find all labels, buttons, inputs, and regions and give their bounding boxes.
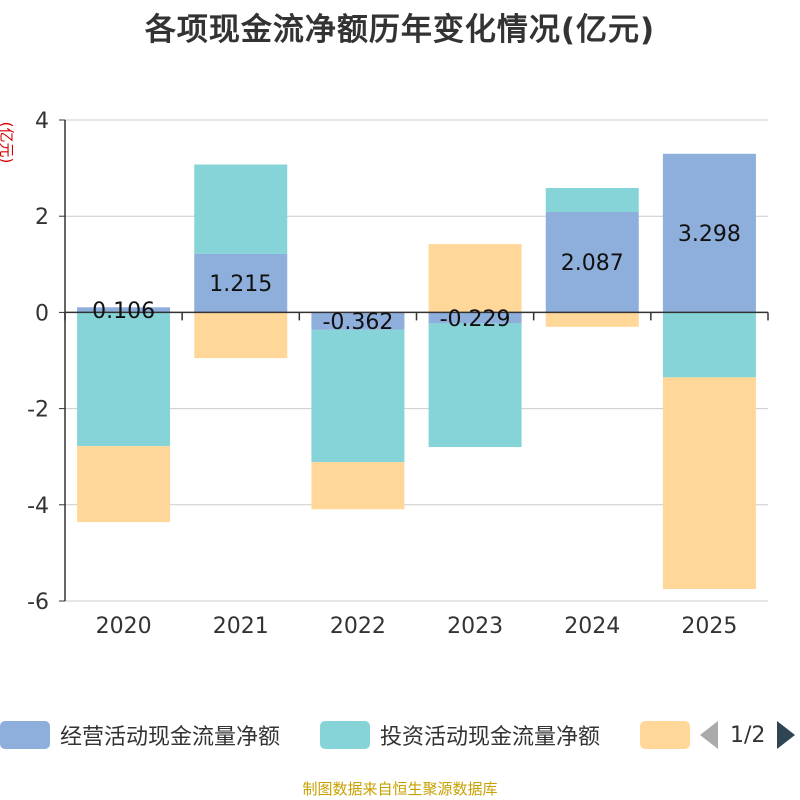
- bar-2022-series-2: [311, 462, 405, 510]
- bar-2025-series-1: [662, 312, 756, 378]
- bar-chart: 4 2 0 -2 -4 -6 2020 2021 2022 2023 2024 2025 0.106 1.…: [27, 109, 769, 639]
- bar-2021-series-0: [194, 253, 288, 313]
- legend-label-investing: 投资活动现金流量净额: [380, 725, 601, 750]
- y-tick-label: 2: [35, 205, 49, 230]
- data-label-2022: -0.362: [322, 310, 393, 335]
- bar-2022-series-0: [311, 312, 405, 330]
- data-label-2024: 2.087: [561, 251, 624, 276]
- legend-swatch-operating: [0, 721, 50, 749]
- bar-2025-series-2: [662, 377, 756, 589]
- legend-item-financing[interactable]: [640, 715, 700, 755]
- bar-2021-series-1: [194, 164, 288, 254]
- legend: 经营活动现金流量净额 投资活动现金流量净额 1/2: [0, 715, 800, 755]
- y-tick-label: 0: [35, 301, 49, 326]
- legend-next-page-icon[interactable]: [777, 721, 796, 749]
- bar-2024-series-2: [545, 312, 639, 327]
- x-tick-label: 2024: [564, 614, 620, 639]
- legend-page-indicator: 1/2: [730, 722, 766, 748]
- data-label-2023: -0.229: [440, 307, 511, 332]
- x-tick-label: 2021: [213, 614, 269, 639]
- data-source-note: 制图数据来自恒生聚源数据库: [302, 780, 498, 798]
- y-tick-label: -6: [27, 590, 49, 615]
- legend-swatch-investing: [320, 721, 370, 749]
- bar-2022-series-1: [311, 329, 405, 463]
- x-tick-label: 2020: [96, 614, 152, 639]
- x-tick-label: 2025: [681, 614, 737, 639]
- legend-item-investing[interactable]: 投资活动现金流量净额: [320, 715, 600, 755]
- chart-title: 各项现金流净额历年变化情况(亿元): [144, 12, 656, 48]
- y-tick-label: 4: [35, 109, 49, 134]
- bar-2024-series-0: [545, 212, 639, 313]
- bar-2020-series-2: [77, 446, 171, 523]
- bar-2023-series-0: [428, 312, 522, 324]
- bar-2020-series-1: [77, 312, 171, 447]
- y-tick-label: -4: [27, 494, 49, 519]
- data-label-2020: 0.106: [92, 299, 155, 324]
- bar-2023-series-2: [428, 244, 522, 313]
- bar-2023-series-1: [428, 323, 522, 448]
- x-tick-label: 2022: [330, 614, 386, 639]
- legend-prev-page-icon[interactable]: [700, 721, 718, 749]
- y-tick-label: -2: [27, 398, 49, 423]
- legend-item-operating[interactable]: 经营活动现金流量净额: [0, 715, 280, 755]
- legend-swatch-financing: [640, 721, 690, 749]
- bar-2021-series-2: [194, 312, 288, 359]
- data-label-2025: 3.298: [678, 222, 741, 247]
- bar-2025-series-0: [662, 153, 756, 313]
- legend-pager: 1/2: [700, 715, 796, 755]
- bar-2024-series-1: [545, 187, 639, 213]
- bar-2020-series-0: [77, 307, 171, 313]
- legend-label-operating: 经营活动现金流量净额: [60, 725, 281, 750]
- data-label-2021: 1.215: [209, 272, 272, 297]
- x-tick-label: 2023: [447, 614, 503, 639]
